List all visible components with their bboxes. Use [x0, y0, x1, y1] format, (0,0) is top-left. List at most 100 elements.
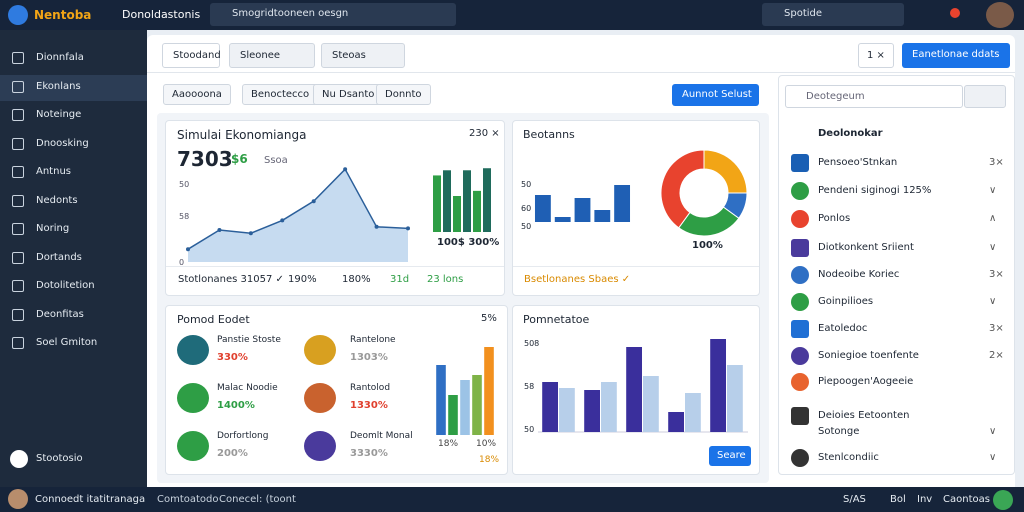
- sidebar-item[interactable]: Ekonlans: [36, 80, 81, 92]
- axis-label: 58: [524, 382, 535, 391]
- sidebar-icon: [12, 80, 24, 93]
- item-tail: ∨: [989, 185, 997, 196]
- status-item: Conecel: (toont: [219, 494, 296, 505]
- list-item[interactable]: Soniegioe toenfente: [818, 350, 919, 361]
- caption: 18%: [438, 439, 459, 449]
- item-tail: 2×: [989, 350, 1004, 361]
- list-item[interactable]: Piepoogen'Aogeeie: [818, 376, 914, 387]
- sidebar-icon: [12, 223, 24, 235]
- sidebar-item[interactable]: Dortands: [36, 251, 82, 263]
- card-footer: 31d: [390, 274, 410, 285]
- avatar[interactable]: [986, 2, 1014, 28]
- list-item[interactable]: Ponlos: [818, 213, 851, 224]
- sidebar-footer-icon: [10, 450, 28, 468]
- item-tail: ∧: [989, 213, 997, 224]
- filter-chip[interactable]: Benoctecco: [242, 84, 319, 105]
- item-value: 1330%: [350, 400, 388, 411]
- filter-chip[interactable]: Donnto: [376, 84, 431, 105]
- list-item[interactable]: Stenlcondiic: [818, 452, 879, 463]
- item-icon: [791, 266, 809, 284]
- item-icon: [791, 407, 809, 425]
- sidebar-item[interactable]: Dotolitetion: [36, 280, 95, 291]
- axis-label: 50: [179, 180, 190, 189]
- right-header: Deolonokar: [818, 128, 883, 139]
- tab[interactable]: Steoas: [321, 43, 405, 68]
- card-corner[interactable]: 230 ×: [469, 128, 500, 139]
- list-item[interactable]: Eatoledoc: [818, 323, 868, 334]
- sidebar-icon: [12, 194, 24, 207]
- sidebar-icon: [12, 280, 24, 292]
- tab[interactable]: Sleonee: [229, 43, 315, 68]
- card-footer: 23 lons: [427, 274, 464, 285]
- item-icon: [177, 431, 209, 461]
- card-title: Pomnetatoe: [523, 313, 590, 326]
- sidebar-item[interactable]: Antnus: [36, 166, 71, 177]
- app-name: Donoldastonis: [122, 8, 201, 21]
- list-item[interactable]: Deioies Eetoonten: [818, 410, 910, 421]
- sidebar-item[interactable]: Noteinge: [36, 109, 82, 120]
- search-box[interactable]: [210, 3, 456, 26]
- kpi-sub: Ssoa: [264, 155, 288, 166]
- card-footer: Bsetlonanes Sbaes ✓: [524, 274, 631, 285]
- item-icon: [304, 383, 336, 413]
- filter-chip[interactable]: Aaoooona: [163, 84, 231, 105]
- sidebar-item[interactable]: Dnoosking: [36, 137, 89, 149]
- axis-label: 58: [179, 212, 190, 221]
- list-item[interactable]: Pensoeo'Stnkan: [818, 157, 898, 168]
- notification-dot: [950, 8, 960, 18]
- statusbar: [0, 487, 1024, 512]
- item-icon: [177, 383, 209, 413]
- logo: Nentoba: [34, 8, 92, 22]
- item-tail: ∨: [989, 452, 997, 463]
- card-footer: 180%: [342, 274, 371, 285]
- item-tail: 3×: [989, 269, 1004, 280]
- item-icon: [304, 335, 336, 365]
- sidebar-icon: [12, 251, 24, 264]
- item-tail: ∨: [989, 426, 997, 437]
- list-item[interactable]: Diotkonkent Sriient: [818, 242, 914, 253]
- sidebar-icon: [12, 337, 24, 349]
- sidebar-item[interactable]: Soel Gmiton: [36, 337, 98, 348]
- right-toggle[interactable]: [964, 85, 1006, 108]
- caption: 18%: [479, 455, 500, 465]
- logo-icon: [8, 5, 28, 25]
- item-value: 3330%: [350, 448, 388, 459]
- kpi: 7303: [177, 147, 233, 171]
- list-item[interactable]: Sotonge: [818, 426, 860, 437]
- item-icon: [791, 210, 809, 228]
- card-corner: 5%: [481, 313, 497, 324]
- search-box-2[interactable]: [762, 3, 904, 26]
- status-item: Inv: [917, 494, 933, 505]
- primary-button[interactable]: Eanetlonae ddats: [902, 43, 1010, 68]
- status-badge: [993, 490, 1013, 510]
- sidebar-item[interactable]: Nedonts: [36, 194, 78, 206]
- kpi-delta: $6: [231, 152, 248, 166]
- list-item[interactable]: Pendeni siginogi 125%: [818, 185, 932, 196]
- item-value: 1303%: [350, 352, 388, 363]
- sidebar-item[interactable]: Deonfitas: [36, 308, 84, 320]
- tab[interactable]: Stoodand: [162, 43, 221, 68]
- item-icon: [304, 431, 336, 461]
- card-title: Beotanns: [523, 128, 575, 141]
- list-item[interactable]: Nodeoibe Koriec: [818, 269, 900, 280]
- axis-label: 0: [179, 258, 185, 267]
- status-item: S/AS: [843, 494, 866, 505]
- list-item[interactable]: Goinpilioes: [818, 296, 874, 307]
- item-tail: 3×: [989, 323, 1004, 334]
- search-text-2: Spotide: [784, 8, 823, 19]
- sidebar-item[interactable]: Dionnfala: [36, 52, 84, 63]
- card-title: Simulai Ekonomianga: [177, 128, 307, 142]
- sidebar: [0, 30, 147, 487]
- filter-button[interactable]: Aunnot Selust: [672, 84, 759, 106]
- right-search[interactable]: Deotegeum: [785, 85, 963, 108]
- card-button[interactable]: Seare: [709, 446, 751, 466]
- sidebar-footer[interactable]: Stootosio: [36, 453, 83, 464]
- item-icon: [177, 335, 209, 365]
- axis-label: 508: [524, 339, 540, 348]
- item-name: Panstie Stoste: [217, 335, 281, 345]
- item-icon: [791, 154, 809, 172]
- counter[interactable]: 1 ×: [858, 43, 894, 68]
- sidebar-item[interactable]: Noring: [36, 223, 70, 234]
- item-tail: ∨: [989, 242, 997, 253]
- filter-chip[interactable]: Nu Dsanto: [313, 84, 384, 105]
